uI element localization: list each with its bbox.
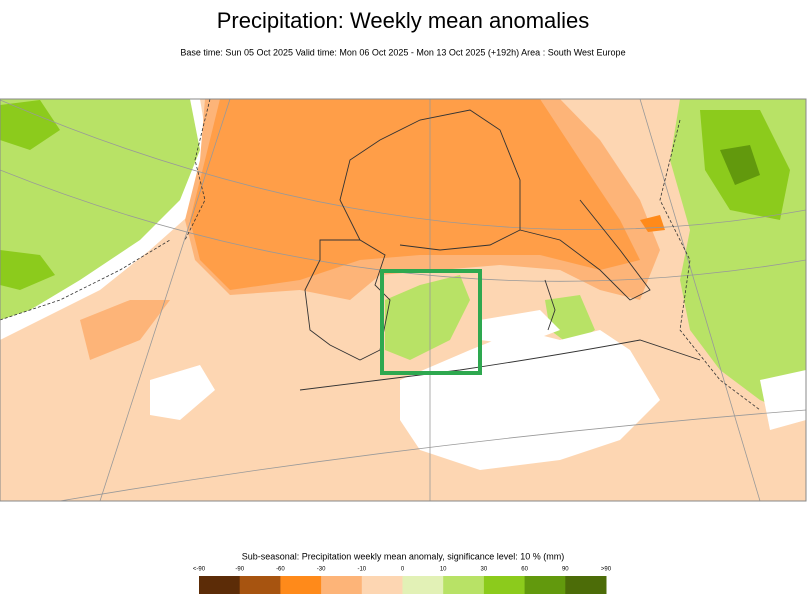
colorbar-label: 60 xyxy=(521,567,528,573)
subtitle: Base time: Sun 05 Oct 2025 Valid time: M… xyxy=(180,47,625,57)
legend-title: Sub-seasonal: Precipitation weekly mean … xyxy=(242,551,564,561)
colorbar-box xyxy=(443,576,485,594)
colorbar-label: <-90 xyxy=(193,567,206,573)
colorbar: <-90 -90 -60 -30 -10 0 10 30 60 90 >90 xyxy=(193,567,612,594)
colorbar-label: 90 xyxy=(562,567,569,573)
colorbar-label: -10 xyxy=(357,567,366,573)
colorbar-label: -60 xyxy=(276,567,285,573)
colorbar-box xyxy=(361,576,403,594)
colorbar-box xyxy=(402,576,444,594)
colorbar-box xyxy=(199,576,241,594)
colorbar-box xyxy=(483,576,526,594)
colorbar-label: -30 xyxy=(317,567,326,573)
title: Precipitation: Weekly mean anomalies xyxy=(217,8,590,33)
colorbar-box xyxy=(524,576,566,594)
colorbar-label: 10 xyxy=(440,567,447,573)
map xyxy=(0,98,807,502)
colorbar-label: 0 xyxy=(401,567,405,573)
colorbar-label: 30 xyxy=(481,567,488,573)
colorbar-box xyxy=(239,576,281,594)
colorbar-box xyxy=(321,576,363,594)
colorbar-label: -90 xyxy=(235,567,244,573)
colorbar-box xyxy=(280,576,322,594)
colorbar-label: >90 xyxy=(601,567,612,573)
colorbar-box xyxy=(565,576,607,594)
